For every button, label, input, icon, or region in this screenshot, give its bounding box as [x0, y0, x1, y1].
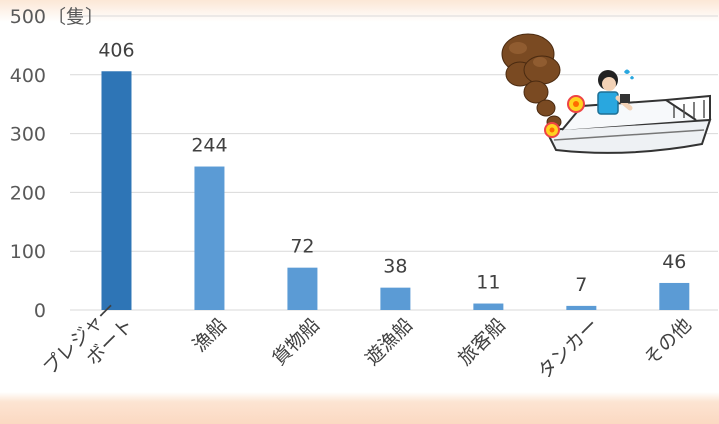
bars [101, 71, 690, 310]
category-label: その他 [640, 314, 696, 370]
category-label: 貨物船 [268, 314, 324, 370]
category-label-line: 旅客船 [454, 314, 510, 370]
y-axis-labels: 0 100 200 300 400 500 〔隻〕 [10, 6, 104, 322]
y-tick-label: 300 [10, 124, 46, 146]
category-label: 旅客船 [454, 314, 510, 370]
boat-fire-illustration [501, 33, 712, 154]
y-tick-label: 400 [10, 65, 46, 87]
category-label: 漁船 [189, 314, 231, 356]
data-label: 244 [191, 135, 227, 157]
gridlines [70, 15, 718, 311]
data-label: 406 [98, 39, 134, 61]
bar [473, 303, 504, 310]
bar [659, 282, 690, 310]
category-label-line: 貨物船 [268, 314, 324, 370]
category-label-line: タンカー [534, 314, 603, 383]
y-unit-label: 〔隻〕 [47, 6, 104, 28]
bar [380, 287, 411, 310]
bar [194, 166, 225, 310]
category-label: 遊漁船 [361, 314, 417, 370]
data-label: 38 [383, 256, 407, 278]
data-label: 11 [476, 272, 500, 294]
y-tick-label: 0 [34, 300, 46, 322]
y-tick-label: 200 [10, 182, 46, 204]
y-tick-label: 100 [10, 241, 46, 263]
category-label-line: その他 [640, 314, 696, 370]
category-label: タンカー [534, 314, 603, 383]
data-labels: 406 244 72 38 11 7 46 [98, 39, 686, 296]
y-tick-label: 500 [10, 6, 46, 28]
bar [287, 267, 318, 310]
bar [566, 305, 597, 310]
data-label: 46 [662, 251, 686, 273]
data-label: 72 [290, 236, 314, 258]
data-label: 7 [575, 274, 587, 296]
category-label-line: 漁船 [189, 314, 231, 356]
category-label-line: 遊漁船 [361, 314, 417, 370]
bar [101, 71, 132, 310]
